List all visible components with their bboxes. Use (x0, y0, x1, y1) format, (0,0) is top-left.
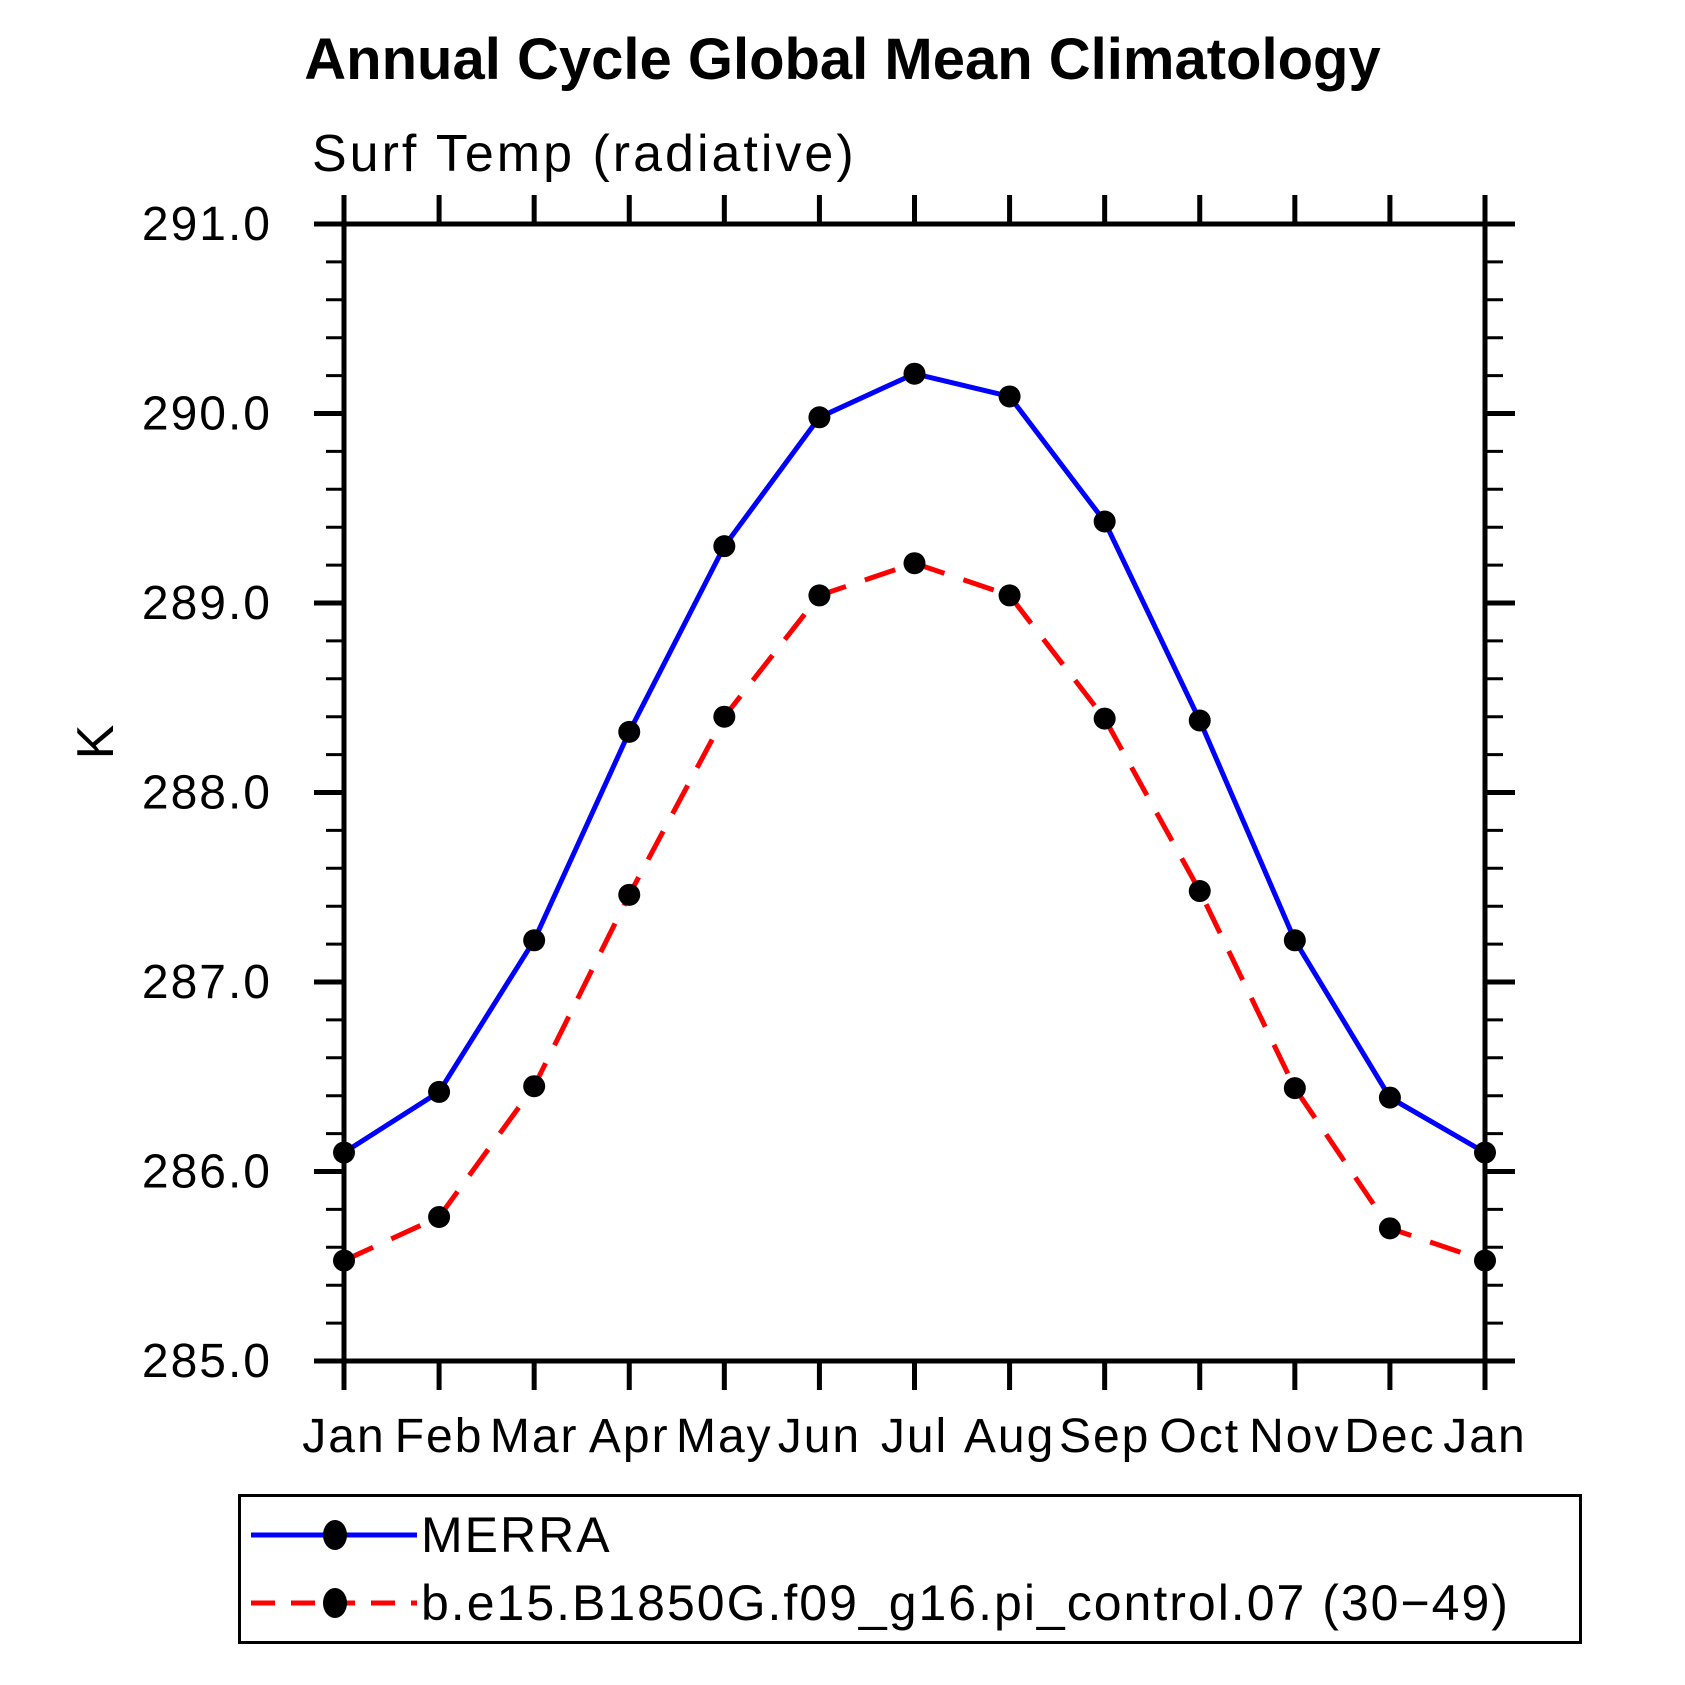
data-point-marker (903, 362, 926, 385)
x-tick-label: Mar (490, 1410, 579, 1463)
legend-marker-dot (323, 1519, 347, 1550)
data-point-marker (713, 535, 736, 558)
y-tick-label: 288.0 (142, 767, 272, 820)
data-point-marker (808, 406, 831, 429)
data-point-marker (523, 929, 546, 952)
data-point-marker (808, 584, 831, 607)
data-point-marker (1188, 880, 1211, 903)
series-line-1 (342, 560, 1486, 1263)
x-tick-label: Dec (1344, 1410, 1435, 1463)
y-tick-label: 285.0 (142, 1335, 272, 1388)
x-tick-label: Aug (964, 1410, 1055, 1463)
plot-border (341, 221, 1488, 1364)
y-tick-label: 286.0 (142, 1146, 272, 1199)
chart-subtitle: Surf Temp (radiative) (312, 125, 857, 183)
x-tick-label: Apr (589, 1410, 670, 1463)
chart-title: Annual Cycle Global Mean Climatology (304, 27, 1381, 92)
data-point-marker (903, 552, 926, 575)
y-tick-label: 289.0 (142, 577, 272, 630)
data-point-marker (1378, 1217, 1401, 1240)
data-point-marker (333, 1249, 355, 1272)
data-point-marker (428, 1205, 451, 1228)
data-point-marker (998, 385, 1021, 408)
x-tick-label: May (676, 1410, 773, 1463)
x-tick-label: Nov (1249, 1410, 1340, 1463)
legend-box: MERRA b.e15.B1850G.f09_g16.pi_control.07 … (238, 1494, 1582, 1644)
y-tick-label: 290.0 (142, 388, 272, 441)
y-tick-label: 287.0 (142, 956, 272, 1009)
x-tick-label: Sep (1059, 1410, 1150, 1463)
x-tick-label: Jan (1443, 1410, 1526, 1463)
x-tick-label: Jun (778, 1410, 861, 1463)
legend-item: b.e15.B1850G.f09_g16.pi_control.07 (30−4… (245, 1572, 1579, 1634)
data-point-marker (713, 705, 736, 728)
legend-sample-line (251, 1588, 417, 1619)
data-point-marker (428, 1080, 451, 1103)
legend-marker-dot (323, 1588, 347, 1619)
legend-item: MERRA (245, 1504, 1579, 1566)
data-point-marker (1188, 709, 1211, 732)
data-point-marker (1093, 707, 1116, 730)
legend-item-label: MERRA (421, 1506, 612, 1563)
legend-sample-line (251, 1519, 417, 1550)
y-tick-label: 291.0 (142, 198, 272, 251)
x-tick-label: Jul (881, 1410, 948, 1463)
data-point-marker (523, 1075, 546, 1098)
data-point-marker (1283, 1077, 1306, 1100)
data-point-marker (1474, 1141, 1496, 1164)
x-tick-label: Jan (302, 1410, 385, 1463)
x-tick-label: Feb (395, 1410, 484, 1463)
data-point-marker (1283, 929, 1306, 952)
data-point-marker (998, 584, 1021, 607)
data-point-marker (618, 883, 641, 906)
data-point-marker (1378, 1086, 1401, 1109)
data-point-marker (1474, 1249, 1496, 1272)
data-point-marker (1093, 510, 1116, 533)
legend-item-label: b.e15.B1850G.f09_g16.pi_control.07 (30−4… (421, 1575, 1510, 1632)
x-tick-label: Oct (1159, 1410, 1240, 1463)
data-point-marker (618, 720, 641, 743)
series-line-0 (342, 371, 1487, 1155)
data-point-marker (333, 1141, 355, 1164)
